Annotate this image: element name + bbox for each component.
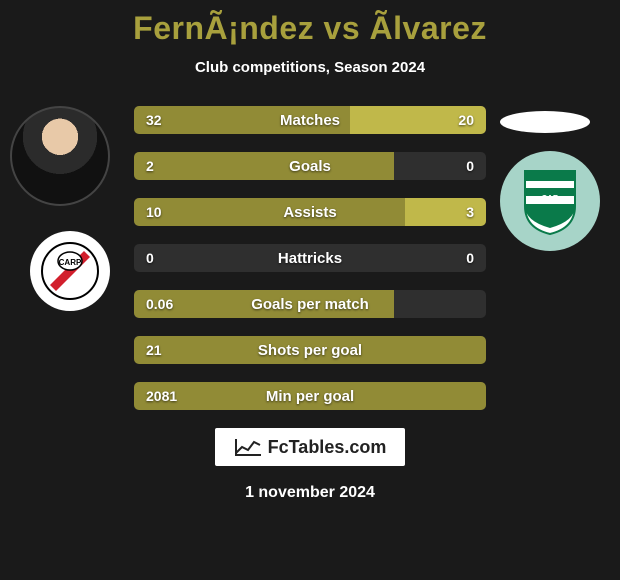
stat-row: 0Hattricks0 [134,244,486,272]
player-right-avatar [500,111,590,133]
stat-value-right: 0 [466,244,474,272]
stat-label: Matches [134,106,486,134]
stat-label: Goals per match [134,290,486,318]
svg-text:CARP: CARP [59,258,82,267]
chart-icon [234,437,262,457]
player-left-avatar [10,106,110,206]
date-label: 1 november 2024 [0,484,620,502]
branding-badge[interactable]: FcTables.com [215,428,405,466]
banfield-icon: CAB [520,166,580,236]
stat-value-right: 0 [466,152,474,180]
stat-row: 10Assists3 [134,198,486,226]
stat-label: Assists [134,198,486,226]
team-left-crest: CARP [30,231,110,311]
stat-row: 21Shots per goal [134,336,486,364]
page-title: FernÃ¡ndez vs Ãlvarez [0,0,620,47]
stat-row: 2081Min per goal [134,382,486,410]
stat-value-right: 3 [466,198,474,226]
comparison-panel: CARP CAB 32Matches202Goals010Assists30Ha… [0,106,620,502]
stat-label: Goals [134,152,486,180]
stat-row: 32Matches20 [134,106,486,134]
stat-row: 2Goals0 [134,152,486,180]
branding-text: FcTables.com [268,437,387,458]
stat-value-right: 20 [458,106,474,134]
stat-label: Shots per goal [134,336,486,364]
stat-label: Min per goal [134,382,486,410]
stats-bars: 32Matches202Goals010Assists30Hattricks00… [134,106,486,410]
stat-label: Hattricks [134,244,486,272]
page-subtitle: Club competitions, Season 2024 [0,59,620,76]
svg-text:CAB: CAB [541,194,559,203]
river-plate-icon: CARP [40,241,100,301]
team-right-crest: CAB [500,151,600,251]
stat-row: 0.06Goals per match [134,290,486,318]
